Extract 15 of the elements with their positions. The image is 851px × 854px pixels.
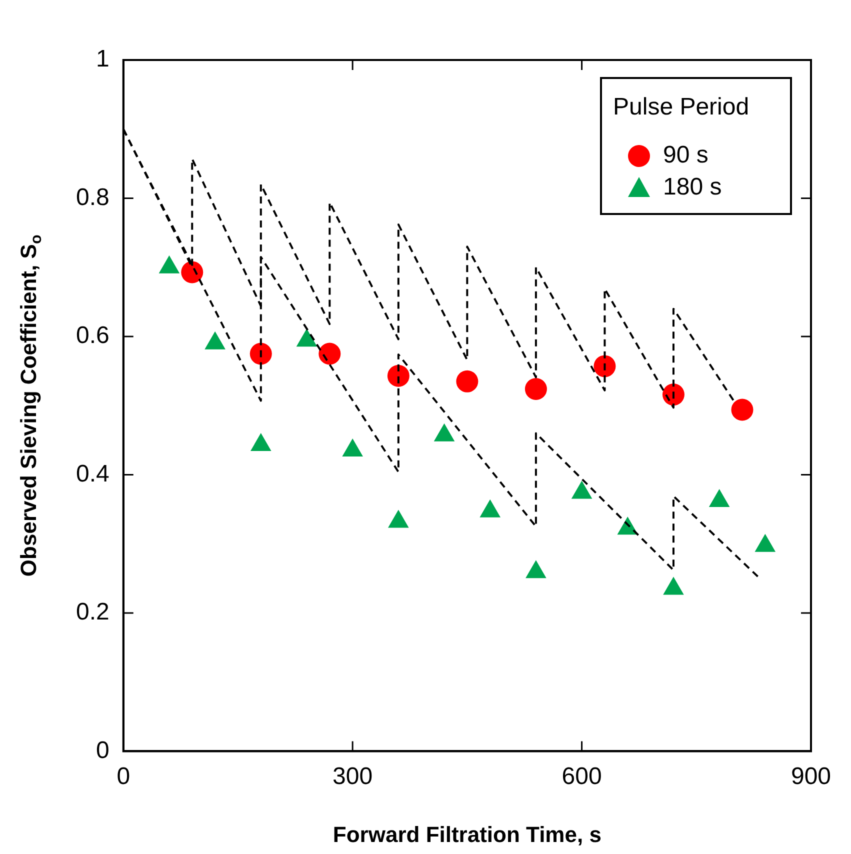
legend-label: 180 s xyxy=(663,174,722,201)
y-tick-label: 0.4 xyxy=(76,460,110,488)
x-axis-title: Forward Filtration Time, s xyxy=(332,822,602,848)
y-tick-label: 0.2 xyxy=(76,598,110,626)
y-tick-label: 1 xyxy=(96,46,110,73)
legend-label: 90 s xyxy=(663,142,708,169)
y-tick-label: 0.6 xyxy=(76,322,110,350)
y-tick-label: 0 xyxy=(96,736,110,764)
legend-title: Pulse Period xyxy=(613,94,750,121)
y-tick-label: 0.8 xyxy=(76,184,110,211)
x-tick-label: 600 xyxy=(562,763,602,790)
x-tick-label: 900 xyxy=(790,763,832,790)
x-tick-label: 300 xyxy=(332,763,373,790)
x-tick-label: 0 xyxy=(116,763,130,790)
y-axis-title: Observed Sieving Coefficient, So xyxy=(16,234,45,577)
